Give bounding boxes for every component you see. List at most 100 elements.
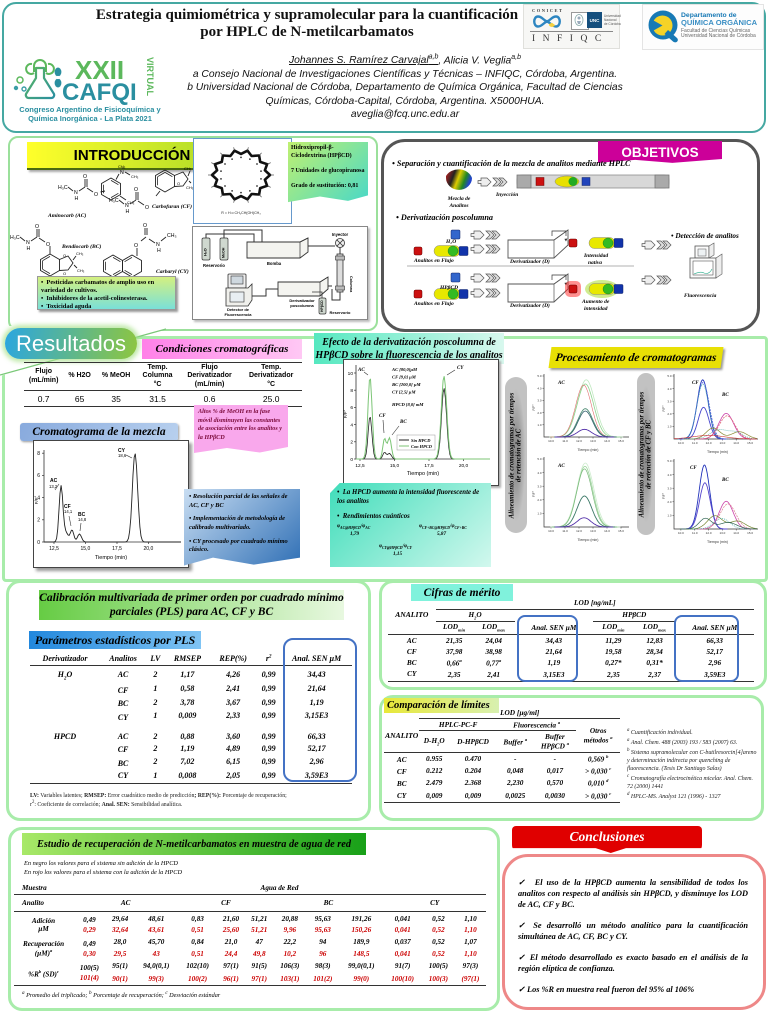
svg-text:13.0: 13.0 <box>719 531 725 535</box>
svg-text:O: O <box>35 224 39 230</box>
svg-text:BC: BC <box>399 420 407 425</box>
svg-text:14.0: 14.0 <box>733 531 739 535</box>
svg-text:AC [80,0]µM: AC [80,0]µM <box>391 367 418 372</box>
svg-text:Carbaryl (CY): Carbaryl (CY) <box>156 268 189 275</box>
svg-text:CY: CY <box>457 366 464 371</box>
svg-text:2.0: 2.0 <box>667 500 672 504</box>
svg-text:Derivatizador (D): Derivatizador (D) <box>509 302 550 309</box>
svg-text:F/F°: F/F° <box>34 496 39 505</box>
svg-text:AC: AC <box>50 478 58 484</box>
svg-text:Analitos: Analitos <box>449 203 469 209</box>
svg-text:CF: CF <box>64 504 71 510</box>
svg-text:Aumento de: Aumento de <box>581 299 610 305</box>
svg-text:Inyección: Inyección <box>495 192 518 198</box>
svg-text:13.0: 13.0 <box>719 441 725 445</box>
svg-text:Analitos en Flujo: Analitos en Flujo <box>413 301 454 307</box>
svg-text:Reservorio: Reservorio <box>330 310 351 315</box>
svg-text:BC: BC <box>721 393 729 398</box>
svg-text:Columna: Columna <box>349 276 353 293</box>
svg-text:17,5: 17,5 <box>424 463 434 469</box>
svg-text:H₂O: H₂O <box>445 239 456 245</box>
svg-text:14.0: 14.0 <box>733 441 739 445</box>
svg-text:N: N <box>125 203 129 209</box>
svg-text:HPβCD: HPβCD <box>320 300 324 312</box>
svg-text:Aminocarb (AC): Aminocarb (AC) <box>47 212 87 219</box>
svg-text:11.0: 11.0 <box>692 441 698 445</box>
svg-text:12,5: 12,5 <box>49 546 59 552</box>
svg-text:8: 8 <box>37 451 40 457</box>
svg-text:CH₃: CH₃ <box>127 200 135 205</box>
svg-text:4.0: 4.0 <box>667 473 672 477</box>
svg-text:Con HPCD: Con HPCD <box>411 444 433 449</box>
svg-text:3.0: 3.0 <box>667 486 672 490</box>
svg-text:6: 6 <box>37 473 40 479</box>
svg-text:CF: CF <box>690 466 697 471</box>
svg-text:F/F°: F/F° <box>532 404 536 411</box>
svg-text:14,8: 14,8 <box>78 517 87 522</box>
svg-text:nativa: nativa <box>588 260 602 266</box>
svg-text:5.0: 5.0 <box>667 374 672 378</box>
svg-text:O: O <box>83 174 87 180</box>
svg-text:6: 6 <box>350 405 353 411</box>
svg-text:20,0: 20,0 <box>459 463 469 469</box>
svg-text:3.0: 3.0 <box>667 399 672 403</box>
svg-text:H₂O: H₂O <box>203 248 208 256</box>
svg-text:AC: AC <box>557 381 565 386</box>
svg-text:Mezcla de: Mezcla de <box>447 196 471 202</box>
svg-text:3.0: 3.0 <box>537 484 542 488</box>
svg-text:O: O <box>94 192 98 198</box>
svg-text:Fluorescencia: Fluorescencia <box>225 312 253 317</box>
svg-text:Tiempo (min): Tiempo (min) <box>707 540 728 544</box>
svg-text:O: O <box>46 242 50 248</box>
svg-text:Tiempo (min): Tiempo (min) <box>577 538 598 542</box>
svg-text:AC: AC <box>557 464 565 469</box>
svg-text:10.0: 10.0 <box>678 441 684 445</box>
svg-text:Inyector: Inyector <box>332 232 349 237</box>
svg-text:15.0: 15.0 <box>618 529 624 533</box>
svg-text:F/F°: F/F° <box>343 410 348 419</box>
svg-text:11.0: 11.0 <box>562 439 568 443</box>
svg-text:12.0: 12.0 <box>576 439 582 443</box>
svg-text:N: N <box>26 240 30 246</box>
svg-text:O: O <box>134 187 138 193</box>
svg-text:• Separación y cuantificació: • Separación y cuantificación de la mezc… <box>392 159 631 168</box>
svg-text:4: 4 <box>37 495 40 501</box>
svg-text:Tiempo (min): Tiempo (min) <box>577 448 598 452</box>
svg-text:4.0: 4.0 <box>537 471 542 475</box>
svg-text:H₃C: H₃C <box>58 185 68 191</box>
svg-text:H₃C: H₃C <box>109 198 119 204</box>
svg-text:14,1: 14,1 <box>64 509 73 514</box>
svg-text:R = H o CH₂CH(OH)CH₃: R = H o CH₂CH(OH)CH₃ <box>221 211 261 215</box>
svg-text:CH₃: CH₃ <box>118 165 126 169</box>
svg-text:2.0: 2.0 <box>667 412 672 416</box>
svg-text:BC: BC <box>78 512 86 518</box>
svg-text:CF [9,0] µM: CF [9,0] µM <box>392 375 417 380</box>
svg-text:H: H <box>126 209 130 215</box>
svg-text:14.0: 14.0 <box>604 529 610 533</box>
svg-text:intensidad: intensidad <box>584 306 608 312</box>
svg-text:Bendiocarb (BC): Bendiocarb (BC) <box>61 243 101 250</box>
svg-text:11.0: 11.0 <box>692 531 698 535</box>
svg-text:Sin HPCD: Sin HPCD <box>411 438 431 443</box>
svg-text:5.0: 5.0 <box>537 374 542 378</box>
svg-text:1.0: 1.0 <box>537 512 542 516</box>
svg-text:O: O <box>145 205 149 211</box>
svg-text:Tiempo (min): Tiempo (min) <box>707 450 728 454</box>
svg-text:CF: CF <box>692 381 699 386</box>
svg-text:F/F°: F/F° <box>662 492 666 499</box>
svg-text:MeOH: MeOH <box>222 247 226 258</box>
svg-text:10: 10 <box>348 371 354 377</box>
svg-text:O: O <box>177 181 180 186</box>
svg-text:O: O <box>143 223 147 229</box>
svg-text:Derivatizador (D): Derivatizador (D) <box>509 258 550 265</box>
svg-text:N: N <box>156 242 160 248</box>
svg-text:13.0: 13.0 <box>590 439 596 443</box>
svg-text:HPβCD: HPβCD <box>439 285 458 291</box>
svg-text:Congreso Argentino de Fisicoqu: Congreso Argentino de Fisicoquímica y <box>19 105 161 114</box>
svg-text:10.0: 10.0 <box>678 531 684 535</box>
svg-text:HPCD [8,0] mM: HPCD [8,0] mM <box>391 402 424 407</box>
svg-text:Intensidad: Intensidad <box>583 253 608 259</box>
svg-text:15.0: 15.0 <box>618 439 624 443</box>
svg-text:15,0: 15,0 <box>81 546 91 552</box>
svg-text:13,2: 13,2 <box>49 484 58 489</box>
